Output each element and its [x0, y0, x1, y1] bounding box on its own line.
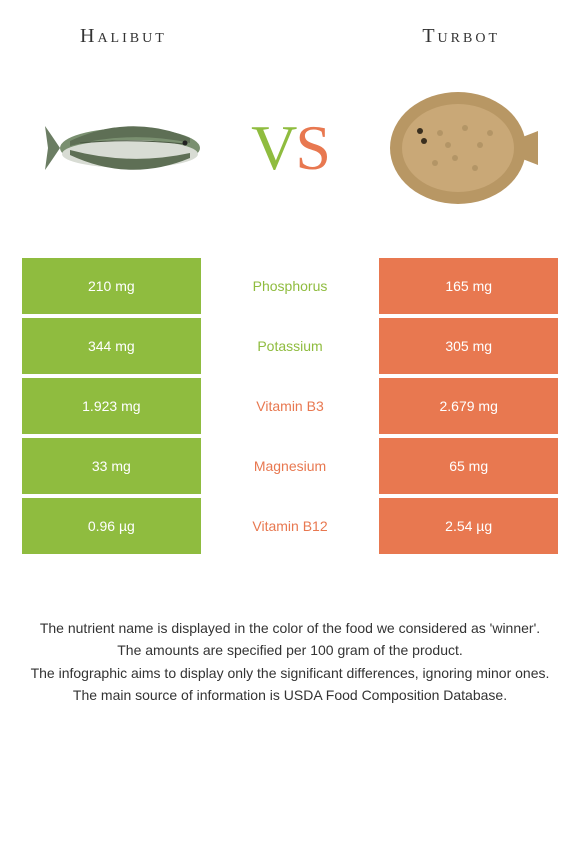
left-value: 344 mg — [22, 318, 201, 374]
comparison-header: Halibut Turbot — [0, 0, 580, 58]
right-value: 2.54 µg — [379, 498, 558, 554]
turbot-image — [370, 83, 540, 213]
halibut-image — [40, 83, 210, 213]
left-value: 0.96 µg — [22, 498, 201, 554]
right-value: 305 mg — [379, 318, 558, 374]
footer-line: The nutrient name is displayed in the co… — [30, 618, 550, 638]
left-value: 210 mg — [22, 258, 201, 314]
right-value: 165 mg — [379, 258, 558, 314]
nutrient-name: Magnesium — [201, 438, 380, 494]
vs-s: S — [295, 112, 329, 183]
left-value: 33 mg — [22, 438, 201, 494]
nutrient-name: Potassium — [201, 318, 380, 374]
left-title: Halibut — [80, 25, 167, 48]
hero-row: VS — [0, 58, 580, 258]
table-row: 0.96 µg Vitamin B12 2.54 µg — [22, 498, 558, 554]
table-row: 1.923 mg Vitamin B3 2.679 mg — [22, 378, 558, 434]
footer-line: The main source of information is USDA F… — [30, 685, 550, 705]
table-row: 33 mg Magnesium 65 mg — [22, 438, 558, 494]
vs-label: VS — [251, 111, 329, 185]
table-row: 210 mg Phosphorus 165 mg — [22, 258, 558, 314]
nutrient-table: 210 mg Phosphorus 165 mg 344 mg Potassiu… — [0, 258, 580, 554]
table-row: 344 mg Potassium 305 mg — [22, 318, 558, 374]
footer-line: The infographic aims to display only the… — [30, 663, 550, 683]
right-value: 2.679 mg — [379, 378, 558, 434]
vs-v: V — [251, 112, 295, 183]
footer-notes: The nutrient name is displayed in the co… — [0, 558, 580, 705]
nutrient-name: Vitamin B12 — [201, 498, 380, 554]
footer-line: The amounts are specified per 100 gram o… — [30, 640, 550, 660]
nutrient-name: Vitamin B3 — [201, 378, 380, 434]
left-value: 1.923 mg — [22, 378, 201, 434]
right-title: Turbot — [422, 25, 500, 48]
right-value: 65 mg — [379, 438, 558, 494]
nutrient-name: Phosphorus — [201, 258, 380, 314]
